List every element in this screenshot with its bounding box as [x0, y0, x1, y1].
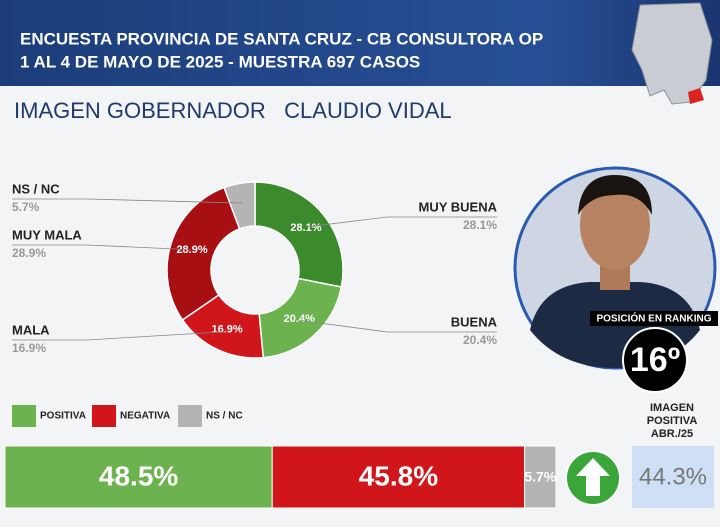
- legend-swatch: [178, 405, 202, 427]
- map: [631, 2, 713, 105]
- category-label: NS / NC: [12, 181, 60, 196]
- previous-box: [632, 446, 714, 508]
- category-label: MALA: [12, 322, 50, 337]
- legend-label: NS / NC: [206, 411, 243, 422]
- category-value: 28.9%: [12, 246, 46, 260]
- leader-line: [307, 216, 497, 228]
- bar-segment: [4, 445, 273, 509]
- map-highlight: [688, 88, 704, 104]
- bar-segment: [524, 445, 557, 509]
- previous-title: IMAGEN: [650, 402, 694, 414]
- header-line: ENCUESTA PROVINCIA DE SANTA CRUZ - CB CO…: [20, 29, 543, 48]
- leader-line: [12, 198, 243, 204]
- header-band: [0, 0, 720, 86]
- chart-title: IMAGEN GOBERNADOR CLAUDIO VIDAL: [14, 98, 452, 123]
- category-label: MUY BUENA: [419, 199, 498, 214]
- donut-slice: [254, 181, 344, 288]
- bar-label: 48.5%: [99, 460, 178, 491]
- previous-value: 44.3%: [639, 463, 707, 490]
- category-value: 5.7%: [12, 200, 40, 214]
- slice-label: 28.9%: [176, 244, 207, 256]
- ranking-badge: [622, 327, 688, 393]
- bar-label: 45.8%: [359, 460, 438, 491]
- category-value: 20.4%: [463, 333, 497, 347]
- category-value: 28.1%: [463, 218, 497, 232]
- legend-label: POSITIVA: [40, 411, 86, 422]
- category-value: 16.9%: [12, 341, 46, 355]
- category-label: MUY MALA: [12, 227, 82, 242]
- bar-segment: [271, 445, 526, 509]
- ranking-band: [590, 311, 718, 326]
- legend-swatch: [12, 405, 36, 427]
- ranking-value: 16º: [630, 341, 680, 379]
- trend-arrow: [576, 458, 610, 496]
- donut-slice: [166, 186, 241, 321]
- slice-label: 28.1%: [290, 222, 321, 234]
- header-line: 1 AL 4 DE MAYO DE 2025 - MUESTRA 697 CAS…: [20, 52, 420, 71]
- ranking-label: POSICIÓN EN RANKING: [596, 312, 711, 325]
- legend-swatch: [92, 405, 116, 427]
- bar-label: 5.7%: [524, 469, 556, 485]
- slice-label: 16.9%: [211, 324, 242, 336]
- donut-slice: [223, 181, 256, 230]
- leader-line: [300, 320, 497, 333]
- legend-label: NEGATIVA: [120, 411, 170, 422]
- category-label: BUENA: [451, 314, 498, 329]
- slice-label: 20.4%: [284, 313, 315, 325]
- photo-face: [580, 180, 650, 270]
- leader-line: [12, 331, 227, 341]
- previous-title: ABR./25: [651, 428, 693, 440]
- leader-line: [12, 244, 191, 250]
- previous-title: POSITIVA: [647, 415, 698, 427]
- photo-hair: [578, 175, 652, 215]
